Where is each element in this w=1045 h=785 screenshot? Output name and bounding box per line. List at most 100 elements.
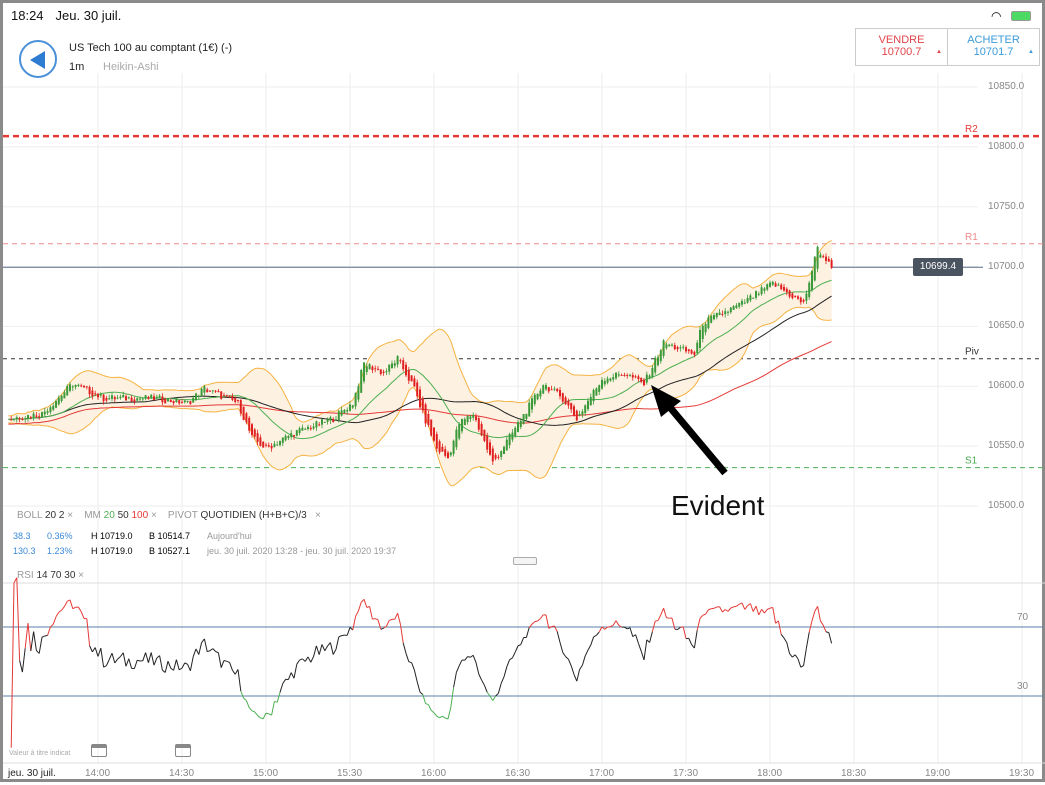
pivot-formula: (H+B+C)/3 [259,510,307,521]
rsi-segment [703,614,706,615]
rsi-segment [283,679,286,683]
candle [419,389,421,407]
rsi-segment [742,603,745,610]
rsi-legend: RSI 14 70 30 × [17,570,84,581]
candle [579,414,581,416]
rsi-segment [39,637,42,653]
candle [794,296,796,297]
back-button[interactable] [19,40,57,78]
rsi-segment [577,669,580,681]
candle [763,288,765,290]
candle [220,392,222,399]
candle [593,390,595,401]
close-icon[interactable]: × [315,510,321,521]
candle [531,398,533,409]
time-tick: 19:00 [925,768,950,779]
candle [237,400,239,401]
candle [310,428,312,429]
rsi-segment [146,653,149,663]
candle [55,401,57,408]
rsi-segment [795,655,798,659]
rsi-segment [118,657,121,659]
rsi-segment [658,615,661,621]
mm-label[interactable]: MM [84,510,101,521]
candle [195,394,197,401]
candle [618,374,620,375]
candle [422,398,424,410]
candle [299,428,301,433]
candle [209,391,211,392]
rsi-segment [403,643,406,654]
time-tick: 16:00 [421,768,446,779]
candle [178,400,180,403]
candle [257,433,259,442]
candle [41,412,43,417]
rsi-segment [594,635,597,637]
pivot-label-r1: R1 [965,232,978,243]
rsi-segment [120,653,123,657]
candle [136,398,138,400]
candle [153,396,155,400]
rsi-segment [591,637,594,645]
candle [80,385,82,386]
candle [173,401,175,403]
candle [147,397,149,399]
rsi-segment [501,677,504,683]
time-tick: 16:30 [505,768,530,779]
candle [139,399,141,400]
candle [733,306,735,310]
candle [374,368,376,369]
panel-resize-handle[interactable] [513,557,537,565]
candle [657,357,659,365]
rsi-segment [227,661,230,662]
rsi-segment [300,659,303,660]
rsi-segment [316,646,319,655]
pivot-label[interactable]: PIVOT [168,510,198,521]
rsi-segment [829,633,832,644]
candle [416,382,418,396]
candle [685,347,687,351]
timeframe-selector[interactable]: 1m [69,61,84,73]
close-icon[interactable]: × [78,570,84,581]
rsi-segment [372,619,375,620]
candle [383,372,385,373]
stat-low: B 10514.7 [149,531,207,541]
boll-label[interactable]: BOLL [17,510,42,521]
candle [91,391,93,397]
calendar-icon[interactable] [91,744,107,757]
time-tick: 14:00 [85,768,110,779]
candle [192,398,194,403]
candle [497,457,499,458]
rsi-tick: 30 [1017,681,1028,692]
close-icon[interactable]: × [67,510,73,521]
rsi-segment [706,610,709,614]
close-icon[interactable]: × [151,510,157,521]
rsi-segment [504,667,507,677]
calendar-icon[interactable] [175,744,191,757]
candle [301,428,303,431]
rsi-segment [428,705,431,711]
candle [181,402,183,403]
candle [677,347,679,349]
candle [324,422,326,423]
chart-type-selector[interactable]: Heikin-Ashi [103,61,159,73]
rsi-segment [112,653,115,663]
rsi-segment [188,664,191,670]
rsi-segment [697,618,700,630]
rsi-segment [540,615,543,619]
rsi-segment [22,648,25,672]
rsi-segment [361,599,364,602]
rsi-segment [722,609,725,611]
candle [567,401,569,406]
pivot-label-piv: Piv [965,347,979,358]
rsi-segment [218,653,221,668]
rsi-label[interactable]: RSI [17,570,34,581]
rsi-segment [426,704,429,705]
rsi-segment [364,599,367,607]
rsi-period: 14 [36,570,47,581]
candle [433,428,435,441]
candle [752,298,754,299]
